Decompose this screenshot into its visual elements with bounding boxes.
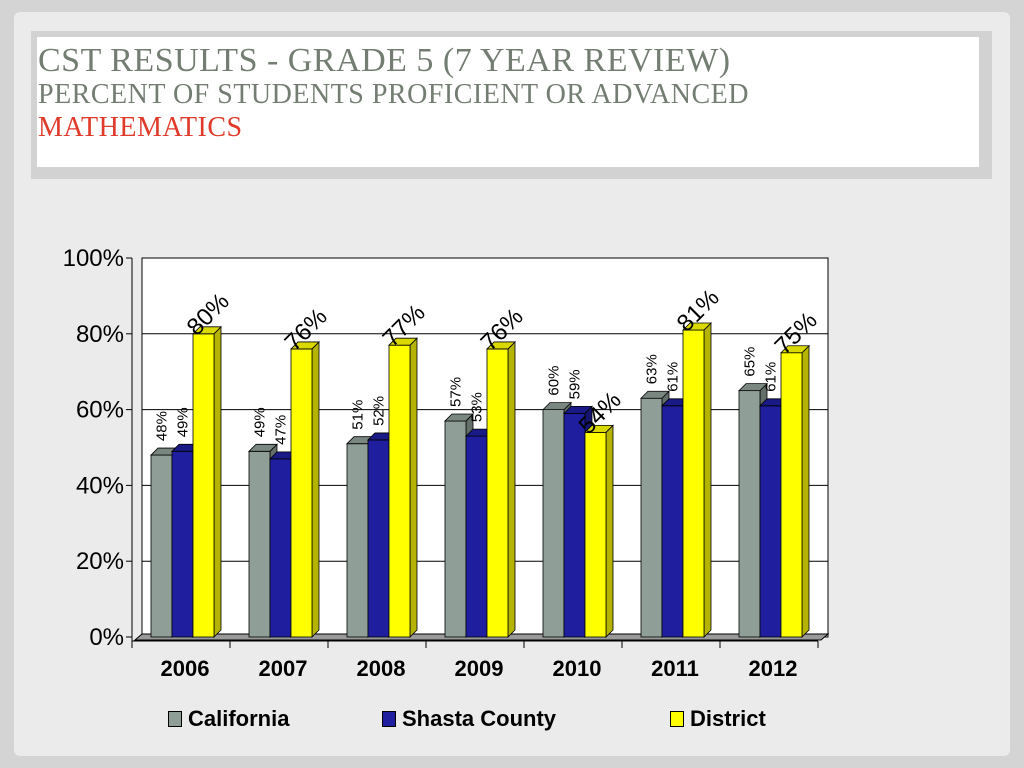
bar xyxy=(759,405,782,638)
data-label: 65% xyxy=(742,347,759,377)
bar-top xyxy=(542,402,572,411)
bar-top xyxy=(388,337,418,346)
data-label: 49% xyxy=(175,407,192,437)
x-tick-label: 2006 xyxy=(161,656,210,681)
legend-swatch-shasta-county xyxy=(382,711,396,727)
y-tick-label: 60% xyxy=(76,397,124,424)
bar xyxy=(486,348,509,638)
x-tick-label: 2009 xyxy=(455,656,504,681)
legend-swatch-california xyxy=(168,711,182,727)
bar-top xyxy=(563,405,593,414)
bar-top xyxy=(290,341,320,350)
bar-side xyxy=(801,344,810,638)
data-label: 53% xyxy=(469,392,486,422)
bar xyxy=(248,450,271,638)
slide-subject: Mathematics xyxy=(38,112,243,143)
x-tick-label: 2012 xyxy=(749,656,798,681)
legend-swatch-district xyxy=(670,711,684,727)
chart-legend: California Shasta County District xyxy=(160,706,800,732)
bar-top xyxy=(640,390,670,399)
y-tick-label: 100% xyxy=(63,245,124,272)
bar-top xyxy=(248,443,278,452)
y-tick-label: 80% xyxy=(76,321,124,348)
data-label: 48% xyxy=(154,411,171,441)
legend-label-district: District xyxy=(690,706,766,731)
bar xyxy=(640,397,663,638)
bar xyxy=(388,344,411,638)
data-label: 60% xyxy=(546,366,563,396)
bar xyxy=(269,458,292,638)
y-tick-label: 40% xyxy=(76,472,124,499)
bar-top xyxy=(444,413,474,422)
bar-side xyxy=(213,325,222,638)
bar-top xyxy=(682,322,712,331)
bar xyxy=(738,390,761,638)
bar-side xyxy=(409,337,418,638)
bar-top xyxy=(584,424,614,433)
x-tick-label: 2007 xyxy=(259,656,308,681)
bar xyxy=(367,439,390,638)
data-label: 47% xyxy=(273,415,290,445)
data-label: 51% xyxy=(350,400,367,430)
y-tick-label: 0% xyxy=(89,624,124,651)
x-tick-label: 2011 xyxy=(651,656,699,681)
slide-subtitle: Percent of Students Proficient or Advanc… xyxy=(38,79,749,110)
legend-item-california: California xyxy=(168,706,289,732)
bar xyxy=(171,450,194,638)
bar-side xyxy=(311,340,320,638)
bar xyxy=(584,431,607,638)
bar xyxy=(465,435,488,638)
data-label: 61% xyxy=(763,362,780,392)
title-panel: CST Results - Grade 5 (7 Year Review) Pe… xyxy=(37,37,979,167)
bar-top xyxy=(486,341,516,350)
legend-label-california: California xyxy=(188,706,290,731)
slide-title: CST Results - Grade 5 (7 Year Review) xyxy=(38,42,731,79)
bar xyxy=(661,405,684,638)
bar-side xyxy=(605,424,614,638)
bar xyxy=(563,412,586,638)
bar-side xyxy=(507,340,516,638)
y-tick-label: 20% xyxy=(76,548,124,575)
bar-top xyxy=(192,326,222,335)
legend-label-shasta-county: Shasta County xyxy=(402,706,557,731)
bar xyxy=(682,329,705,638)
bar-side xyxy=(703,322,712,638)
legend-item-shasta-county: Shasta County xyxy=(382,706,556,732)
bar xyxy=(192,333,215,638)
x-tick-label: 2010 xyxy=(553,656,602,681)
bar xyxy=(150,454,173,638)
bar-top xyxy=(738,383,768,392)
legend-item-district: District xyxy=(670,706,766,732)
x-tick-label: 2008 xyxy=(357,656,406,681)
data-label: 52% xyxy=(371,396,388,426)
data-label: 63% xyxy=(644,354,661,384)
bar-top xyxy=(780,345,810,354)
data-label: 61% xyxy=(665,362,682,392)
bar xyxy=(780,352,803,638)
data-label: 59% xyxy=(567,369,584,399)
bar xyxy=(346,443,369,638)
data-label: 57% xyxy=(448,377,465,407)
bar xyxy=(290,348,313,638)
bar xyxy=(444,420,467,638)
data-label: 49% xyxy=(252,407,269,437)
bar xyxy=(542,409,565,638)
